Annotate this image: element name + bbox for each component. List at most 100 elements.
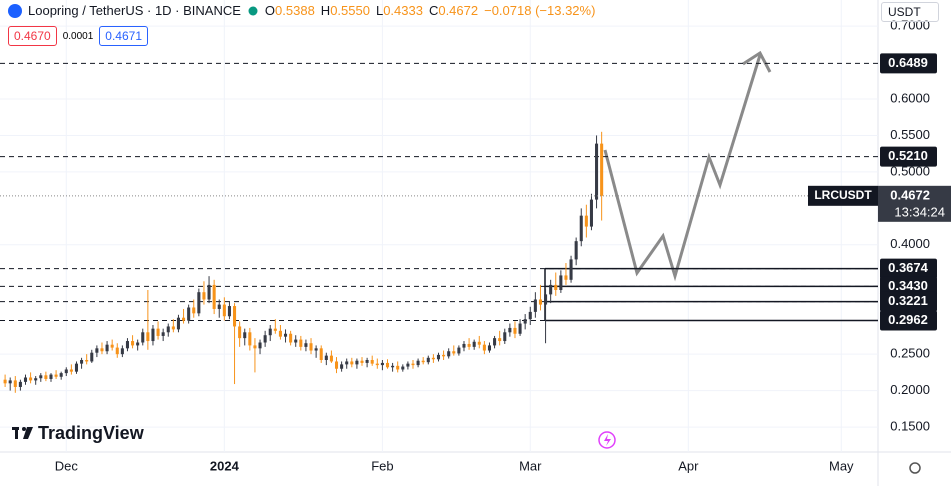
symbol-label-box [808,185,878,206]
candle-body [334,361,339,369]
candle-body [151,328,155,342]
candle-body [584,215,588,227]
candle-body [559,275,563,291]
candle-body [345,361,349,365]
candle-body [426,357,430,363]
candle-body [431,357,435,360]
symbol: Loopring / TetherUS · 1D · BINANCE [28,3,241,18]
level-label-box [880,291,937,312]
candle-body [125,341,129,349]
level-label-box [880,258,937,279]
candle-body [69,369,73,372]
currency-button[interactable]: USDT [881,2,939,22]
candle-body [503,332,507,342]
candle-body [574,241,578,260]
last-price-box [878,185,951,222]
candle-body [13,380,17,387]
candle-body [365,359,369,363]
legend: Loopring / TetherUS · 1D · BINANCE O0.53… [8,3,595,18]
candle-body [533,299,537,312]
candle-body [171,326,175,330]
candle-body [233,306,237,327]
level-label: 0.5210 [888,148,928,163]
candle-body [202,292,206,300]
candle-body [589,199,593,227]
quotes: 0.4670 0.0001 0.4671 [8,26,148,46]
candle-body [554,284,558,291]
candle-body [579,215,583,242]
ask[interactable]: 0.4671 [99,26,148,46]
x-tick-label: Mar [519,458,542,473]
y-tick-label: 0.6000 [890,90,930,105]
candle-body [447,351,451,357]
bid[interactable]: 0.4670 [8,26,57,46]
candle-body [416,360,420,366]
candle-body [549,284,553,295]
candle-body [442,354,446,357]
candle-body [309,343,313,351]
candle-body [278,330,282,337]
candle-body [380,362,384,366]
candle-body [141,332,145,343]
candle-body [482,344,486,351]
x-tick-label: May [829,458,854,473]
candle-body [477,341,481,345]
candle-body [493,338,497,346]
candle-body [360,360,364,363]
y-tick-label: 0.2000 [890,382,930,397]
y-tick-label: 0.4000 [890,236,930,251]
candle-body [95,348,99,353]
label: H [320,3,331,18]
candle-body [85,359,89,362]
level-label: 0.2962 [888,312,928,327]
candle-body [411,363,415,366]
candle-body [115,347,119,355]
candle-body [375,363,379,366]
candle-body [253,345,257,349]
value: 0.5550 [330,3,370,18]
level-label: 0.3221 [888,293,928,308]
symbol-logo [8,3,22,18]
candle-body [452,351,456,354]
candle-body [100,348,104,352]
candle-body [263,335,267,343]
y-tick-label: 0.5000 [890,163,930,178]
candle-body [391,365,395,368]
projection-path [603,54,762,282]
candle-body [161,332,165,336]
candle-body [222,304,226,317]
candle-body [166,326,170,333]
event-icon[interactable] [598,431,616,449]
candle-body [192,307,196,314]
candle-body [207,284,211,300]
spread: 0.0001 [62,30,94,42]
price-axis [878,0,951,486]
candle-body [564,275,568,280]
last-price-label: 0.4672 [890,187,930,202]
candle-body [595,143,599,200]
logo [15,427,18,439]
candle-body [59,373,63,377]
candle-body [34,378,38,381]
candle-body [18,381,22,387]
candle-body [436,354,441,360]
level-label-box [880,310,937,331]
candle-body [110,344,114,348]
candle-body [299,339,303,347]
candle-body [304,343,308,347]
label: C [428,3,439,18]
candle-body [314,348,318,351]
candle-body [487,345,492,351]
value: 0.5388 [275,3,315,18]
candle-body [457,347,461,354]
event-icon [604,434,611,446]
candle-body [401,366,405,370]
candle-body [523,319,527,324]
candle-body [131,341,135,346]
level-label: 0.3674 [888,260,929,275]
settings-icon[interactable] [909,462,921,474]
candle-body [74,363,79,372]
candle-body [39,375,43,379]
